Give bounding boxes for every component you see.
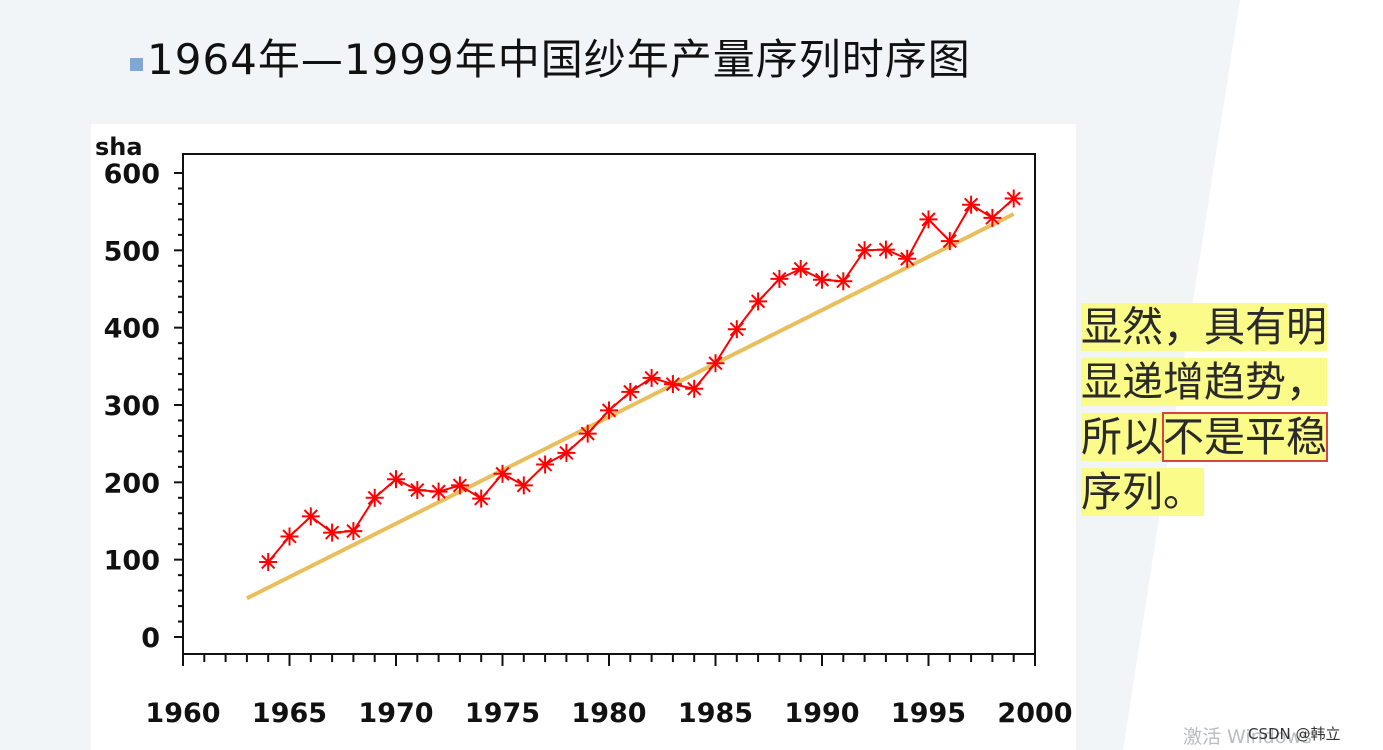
data-point-marker bbox=[919, 210, 938, 229]
data-point-marker bbox=[387, 470, 405, 489]
x-tick-label: 2000 bbox=[997, 698, 1072, 729]
x-tick-label: 1960 bbox=[145, 698, 220, 729]
note-line-3: 所以不是平稳 bbox=[1081, 412, 1328, 462]
x-tick-label: 1975 bbox=[465, 698, 540, 729]
x-tick-label: 1995 bbox=[891, 698, 966, 729]
data-point-marker bbox=[493, 464, 512, 483]
data-point-marker bbox=[365, 488, 384, 507]
data-point-marker bbox=[408, 481, 427, 500]
x-tick-label: 1965 bbox=[252, 698, 327, 729]
x-tick-label: 1990 bbox=[784, 698, 859, 729]
data-point-marker bbox=[514, 476, 533, 495]
slide-title-text: 1964年—1999年中国纱年产量序列时序图 bbox=[147, 35, 971, 84]
activate-windows-watermark: 激活 Windows bbox=[1183, 726, 1312, 748]
chart-panel: 0 100 200 300 400 500 600 sha 1960 1965 1970 1975 19… bbox=[91, 124, 1076, 750]
data-point-marker bbox=[621, 382, 640, 401]
x-tick-label: 1970 bbox=[358, 698, 433, 729]
y-tick-label: 400 bbox=[104, 314, 160, 345]
data-point-marker bbox=[727, 320, 746, 339]
note-line-1: 显然，具有明 bbox=[1081, 303, 1327, 351]
y-tick-label: 200 bbox=[104, 468, 160, 499]
data-point-marker bbox=[706, 354, 725, 373]
data-point-marker bbox=[855, 241, 874, 260]
slide-title: 1964年—1999年中国纱年产量序列时序图 bbox=[130, 26, 971, 87]
data-point-marker bbox=[663, 375, 682, 394]
data-point-marker bbox=[876, 240, 895, 259]
data-point-marker bbox=[536, 455, 555, 474]
data-point-marker bbox=[280, 527, 299, 546]
csdn-credit: CSDN @韩立 bbox=[1248, 725, 1341, 743]
note-line-2: 显递增趋势， bbox=[1081, 358, 1327, 406]
data-point-marker bbox=[301, 507, 320, 526]
note-line-4: 序列。 bbox=[1081, 468, 1204, 516]
y-tick-label: 600 bbox=[104, 159, 160, 190]
data-point-marker bbox=[770, 269, 789, 288]
data-point-marker bbox=[450, 476, 469, 495]
data-point-marker bbox=[685, 379, 704, 398]
y-axis-label: sha bbox=[95, 133, 143, 161]
y-tick-label: 300 bbox=[104, 391, 160, 422]
data-point-marker bbox=[898, 249, 917, 268]
data-point-marker bbox=[813, 270, 831, 289]
y-tick-label: 500 bbox=[104, 236, 160, 267]
data-point-marker bbox=[557, 443, 576, 462]
data-point-marker bbox=[940, 232, 959, 251]
y-tick-label: 100 bbox=[104, 546, 160, 577]
trend-line bbox=[246, 212, 1015, 601]
y-tick-label: 0 bbox=[141, 623, 160, 654]
data-point-marker bbox=[962, 195, 981, 214]
annotation-note: 显然，具有明 显递增趋势， 所以不是平稳 序列。 bbox=[1081, 300, 1328, 520]
data-point-marker bbox=[259, 553, 278, 571]
data-point-marker bbox=[983, 208, 1002, 227]
x-tick-label: 1985 bbox=[678, 698, 753, 729]
x-tick-label: 1980 bbox=[571, 698, 646, 729]
data-point-marker bbox=[344, 522, 363, 541]
boxed-phrase: 不是平稳 bbox=[1162, 412, 1328, 462]
data-point-marker bbox=[642, 368, 661, 387]
data-point-marker bbox=[429, 482, 448, 501]
data-point-marker bbox=[323, 523, 342, 542]
data-point-marker bbox=[749, 292, 768, 311]
bullet-square-icon bbox=[130, 58, 143, 71]
data-point-marker bbox=[472, 489, 491, 508]
data-point-marker bbox=[1004, 189, 1023, 208]
data-point-marker bbox=[600, 401, 618, 420]
data-point-marker bbox=[791, 259, 810, 278]
data-point-marker bbox=[578, 424, 597, 443]
data-point-marker bbox=[834, 272, 853, 291]
